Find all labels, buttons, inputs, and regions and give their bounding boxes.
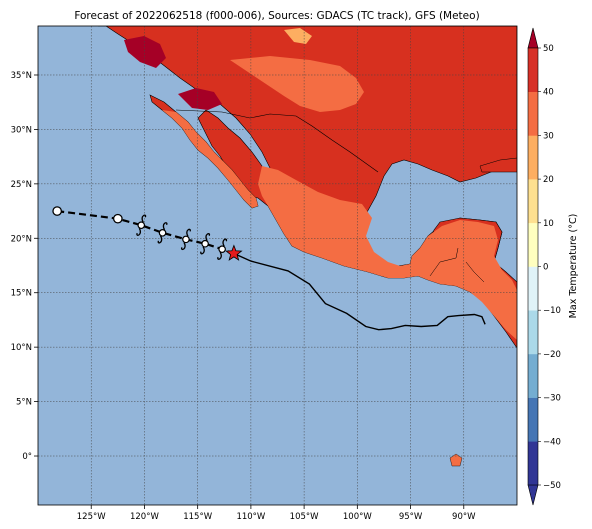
tick-label-lon: 105°W	[290, 512, 319, 522]
track-point-low	[112, 213, 123, 224]
storm-arm-lower	[136, 227, 141, 236]
map-panel: 125°W 120°W 115°W 110°W 105°W 100°W 95°W 90°W 0°…	[11, 25, 518, 522]
track-point-storm	[200, 233, 211, 255]
tick-label-lat: 25°N	[11, 180, 32, 190]
storm-eye	[137, 221, 146, 230]
tick-label-lon: 115°W	[183, 512, 212, 522]
storm-arm-upper	[162, 222, 168, 231]
track-point-storm	[157, 222, 168, 244]
colorbar-tick-label: 40	[543, 88, 554, 98]
colorbar-tick-label: −40	[543, 437, 561, 447]
tick-label-lat: 30°N	[11, 125, 32, 135]
storm-arm-upper	[205, 233, 211, 242]
storm-eye	[218, 245, 226, 253]
track-point-storm	[136, 214, 147, 236]
current-position-star	[225, 244, 243, 261]
colorbar-segment	[528, 48, 538, 92]
storm-arm-upper	[141, 214, 147, 223]
storm-arm-lower	[217, 251, 222, 260]
map-frame	[37, 25, 518, 506]
colorbar-tick-label: 30	[543, 131, 554, 141]
colorbar-segment	[528, 353, 538, 398]
colorbar-tick-label: 0	[543, 263, 548, 273]
figure-title: Forecast of 2022062518 (f000-006), Sourc…	[74, 10, 479, 22]
temperature-zone-20-30-mainland	[258, 166, 517, 340]
colorbar-extend-max	[527, 27, 539, 49]
colorbar-segment	[528, 266, 538, 311]
tick-label-lat: 35°N	[11, 71, 32, 81]
tick-label-lon: 120°W	[130, 512, 159, 522]
colorbar-tick-label: 10	[543, 219, 554, 229]
past-track-line	[233, 252, 486, 331]
colorbar-segment	[528, 310, 538, 355]
storm-arm-upper	[222, 238, 228, 247]
temperature-zone-40-plus	[124, 36, 222, 110]
colorbar-tick-label: −30	[543, 394, 561, 404]
temperature-zone-20-30	[162, 110, 258, 208]
landmass-cuba	[479, 157, 517, 173]
colorbar-extend-min	[527, 484, 539, 506]
tick-label-lat: 15°N	[11, 289, 32, 299]
storm-eye	[158, 229, 167, 237]
tick-label-lon: 90°W	[452, 512, 476, 522]
track-point-low	[52, 206, 63, 216]
axis-ticks: 125°W 120°W 115°W 110°W 105°W 100°W 95°W 90°W 0°…	[11, 71, 477, 522]
colorbar: 50 40 30 20 10 0 −10 −20 −30 −40 −50 Max Temperatur…	[527, 27, 579, 506]
colorbar-tick-label: −20	[543, 350, 561, 360]
storm-arm-lower	[200, 246, 205, 255]
temperature-zone-20-30-plateau	[230, 56, 364, 112]
land-layer	[98, 26, 517, 467]
landmass-galapagos	[449, 453, 463, 467]
tick-label-lat: 0°	[22, 452, 32, 462]
tick-label-lon: 125°W	[77, 512, 106, 522]
border-mexico-central-america	[429, 247, 485, 283]
storm-eye	[182, 235, 190, 244]
tick-label-lat: 5°N	[16, 398, 32, 408]
tick-label-lon: 110°W	[236, 512, 265, 522]
temperature-zone-10-20	[284, 28, 312, 44]
colorbar-segment	[528, 179, 538, 224]
storm-track	[52, 206, 486, 331]
colorbar-segment	[528, 397, 538, 442]
colorbar-tick-label: 20	[543, 175, 554, 185]
colorbar-label: Max Temperature (°C)	[568, 214, 579, 319]
colorbar-tick-label: −50	[543, 481, 561, 491]
colorbar-tick-label: −10	[543, 306, 561, 316]
colorbar-segment	[528, 135, 538, 180]
track-point-storm	[217, 238, 228, 260]
track-point-storm	[180, 228, 191, 251]
colorbar-segment	[528, 441, 538, 486]
colorbar-segment	[528, 91, 538, 136]
tick-label-lat: 20°N	[11, 234, 32, 244]
storm-arm-lower	[157, 235, 163, 244]
border-usa-mexico	[175, 109, 379, 173]
storm-arm-upper	[186, 228, 191, 237]
storm-eye	[201, 239, 209, 248]
colorbar-segment	[528, 222, 538, 267]
storm-arm-lower	[180, 242, 186, 251]
tick-label-lon: 95°W	[399, 512, 423, 522]
colorbar-tick-label: 50	[543, 44, 554, 54]
graticule	[38, 26, 517, 505]
tick-label-lon: 100°W	[343, 512, 372, 522]
tick-label-lat: 10°N	[11, 343, 32, 353]
